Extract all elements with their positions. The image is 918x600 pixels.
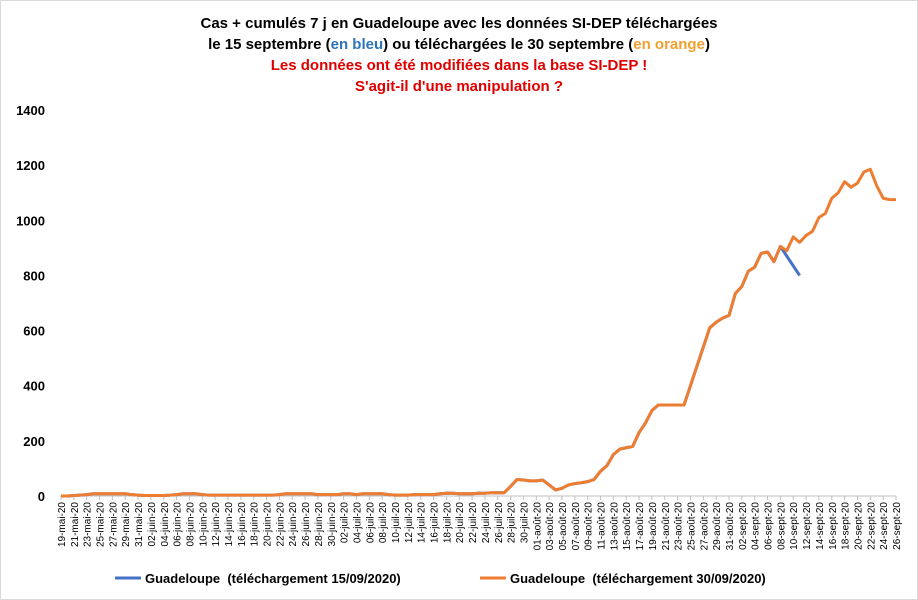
x-tick-label: 16-juin-20 — [237, 502, 248, 547]
x-tick-label: 22-juil-20 — [468, 502, 479, 544]
x-tick-label: 21-août-20 — [661, 502, 672, 551]
x-tick-label: 06-juil-20 — [365, 502, 376, 544]
x-tick-label: 01-août-20 — [532, 502, 543, 551]
title-part: ) — [705, 36, 710, 53]
x-tick-label: 02-juin-20 — [147, 502, 158, 547]
x-tick-label: 18-sept-20 — [841, 502, 852, 550]
x-tick-label: 25-mai-20 — [96, 502, 107, 547]
title-part: en orange — [633, 36, 705, 53]
x-tick-label: 09-août-20 — [584, 502, 595, 551]
x-tick-label: 30-juil-20 — [519, 502, 530, 544]
x-tick-label: 04-juin-20 — [160, 502, 171, 547]
x-tick-label: 23-mai-20 — [83, 502, 94, 547]
x-tick-label: 06-sept-20 — [764, 502, 775, 550]
x-tick-label: 10-juin-20 — [198, 502, 209, 547]
x-tick-label: 06-juin-20 — [173, 502, 184, 547]
x-tick-label: 27-mai-20 — [108, 502, 119, 547]
x-tick-label: 16-juil-20 — [430, 502, 441, 544]
legend-label: Guadeloupe (téléchargement 30/09/2020) — [510, 571, 766, 586]
x-tick-label: 30-juin-20 — [327, 502, 338, 547]
x-tick-label: 26-juin-20 — [301, 502, 312, 547]
y-tick-label: 1400 — [16, 103, 45, 118]
x-tick-label: 07-août-20 — [571, 502, 582, 551]
x-tick-label: 08-sept-20 — [776, 502, 787, 550]
x-tick-label: 31-mai-20 — [134, 502, 145, 547]
title-part: en bleu — [331, 36, 384, 53]
x-tick-label: 28-juin-20 — [314, 502, 325, 547]
x-tick-label: 27-août-20 — [699, 502, 710, 551]
x-tick-label: 13-août-20 — [609, 502, 620, 551]
x-tick-label: 24-sept-20 — [879, 502, 890, 550]
x-tick-label: 18-juin-20 — [250, 502, 261, 547]
x-tick-label: 19-août-20 — [648, 502, 659, 551]
x-tick-label: 23-août-20 — [674, 502, 685, 551]
x-tick-label: 14-juin-20 — [224, 502, 235, 547]
series-line — [61, 167, 896, 498]
x-tick-label: 10-juil-20 — [391, 502, 402, 544]
title-part: le 15 septembre ( — [208, 36, 331, 53]
y-tick-label: 1000 — [16, 213, 45, 228]
y-tick-label: 400 — [23, 379, 45, 394]
chart-title: le 15 septembre (en bleu) ou téléchargée… — [208, 36, 710, 53]
x-tick-label: 24-juil-20 — [481, 502, 492, 544]
x-tick-label: 20-juil-20 — [455, 502, 466, 544]
x-tick-label: 20-juin-20 — [263, 502, 274, 547]
x-tick-label: 08-juil-20 — [378, 502, 389, 544]
x-tick-label: 24-juin-20 — [288, 502, 299, 547]
x-tick-label: 18-juil-20 — [442, 502, 453, 544]
x-tick-label: 02-juil-20 — [340, 502, 351, 544]
x-tick-label: 04-sept-20 — [751, 502, 762, 550]
x-tick-label: 29-mai-20 — [121, 502, 132, 547]
x-tick-label: 20-sept-20 — [853, 502, 864, 550]
chart-title: Cas + cumulés 7 j en Guadeloupe avec les… — [200, 15, 717, 32]
x-tick-label: 11-août-20 — [597, 502, 608, 550]
x-tick-label: 14-juil-20 — [417, 502, 428, 544]
x-tick-label: 21-mai-20 — [70, 502, 81, 547]
x-tick-label: 17-août-20 — [635, 502, 646, 551]
x-tick-label: 16-sept-20 — [828, 502, 839, 550]
x-tick-label: 10-sept-20 — [789, 502, 800, 550]
x-tick-label: 25-août-20 — [686, 502, 697, 551]
x-tick-label: 03-août-20 — [545, 502, 556, 551]
x-tick-label: 19-mai-20 — [57, 502, 68, 547]
y-tick-label: 800 — [23, 268, 45, 283]
title-part: Cas + cumulés 7 j en Guadeloupe avec les… — [200, 15, 717, 32]
x-tick-label: 26-juil-20 — [494, 502, 505, 544]
y-tick-label: 0 — [38, 489, 45, 504]
x-tick-label: 02-sept-20 — [738, 502, 749, 550]
x-tick-label: 28-juil-20 — [507, 502, 518, 544]
x-tick-label: 26-sept-20 — [892, 502, 903, 550]
chart-subtitle: Les données ont été modifiées dans la ba… — [271, 57, 648, 74]
x-tick-label: 12-juil-20 — [404, 502, 415, 544]
x-tick-label: 08-juin-20 — [185, 502, 196, 547]
x-tick-label: 04-juil-20 — [352, 502, 363, 544]
x-tick-label: 14-sept-20 — [815, 502, 826, 550]
title-part: ) ou téléchargées le 30 septembre ( — [383, 36, 633, 53]
x-tick-label: 29-août-20 — [712, 502, 723, 551]
x-tick-label: 12-sept-20 — [802, 502, 813, 550]
y-tick-label: 600 — [23, 324, 45, 339]
x-tick-label: 22-sept-20 — [866, 502, 877, 550]
x-tick-label: 15-août-20 — [622, 502, 633, 551]
x-tick-label: 31-août-20 — [725, 502, 736, 551]
x-tick-label: 05-août-20 — [558, 502, 569, 551]
x-tick-label: 12-juin-20 — [211, 502, 222, 547]
legend-label: Guadeloupe (téléchargement 15/09/2020) — [145, 571, 401, 586]
y-tick-label: 200 — [23, 434, 45, 449]
y-tick-label: 1200 — [16, 158, 45, 173]
chart-subtitle: S'agit-il d'une manipulation ? — [355, 78, 563, 95]
x-tick-label: 22-juin-20 — [275, 502, 286, 547]
